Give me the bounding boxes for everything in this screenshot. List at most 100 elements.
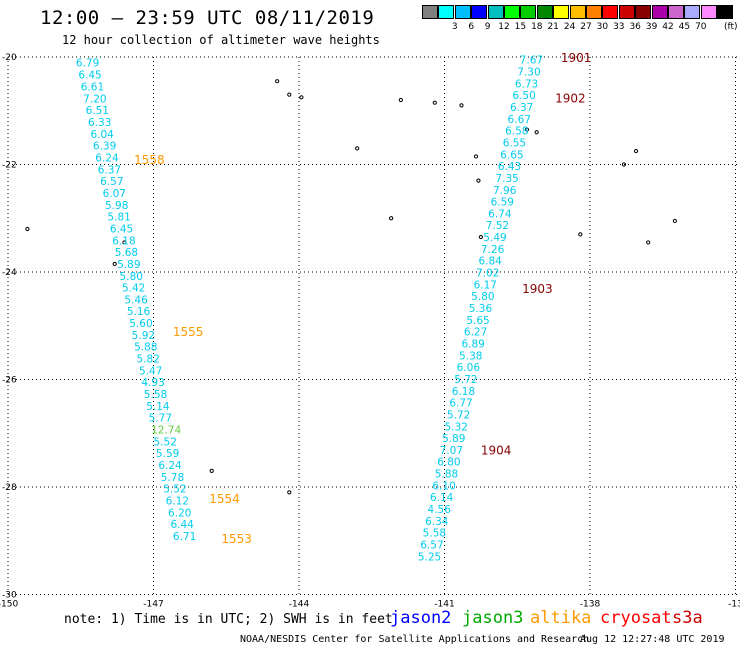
lat-tick-label: -24 (2, 268, 17, 278)
swh-reading: 5.68 (115, 247, 138, 259)
swh-reading: 5.98 (105, 200, 128, 212)
footer-note: note: 1) Time is in UTC; 2) SWH is in fe… (64, 612, 393, 627)
swh-reading: 6.12 (166, 495, 189, 507)
swh-reading: 5.60 (129, 318, 152, 330)
swh-reading: 5.47 (139, 365, 162, 377)
legend-swatch (438, 5, 455, 19)
legend-swatch (454, 5, 471, 19)
swh-reading: 6.24 (158, 460, 182, 472)
swh-reading: 5.77 (149, 413, 172, 425)
lon-tick-label: -138 (580, 600, 601, 610)
swh-reading: 7.67 (520, 55, 543, 67)
legend-label: 30 (596, 22, 609, 32)
island-marker (209, 468, 214, 473)
swh-reading: 6.58 (505, 126, 528, 138)
island-marker (398, 97, 403, 103)
pass-time-label: 1902 (555, 91, 586, 105)
swh-reading: 5.88 (435, 469, 458, 481)
legend-swatch (422, 5, 438, 19)
island-marker (287, 92, 292, 97)
island-marker (389, 216, 394, 221)
island-marker (287, 490, 292, 495)
legend-swatch (569, 5, 586, 19)
swh-reading: 5.49 (483, 232, 506, 244)
swh-reading: 6.20 (168, 507, 191, 519)
swh-reading: 5.65 (466, 315, 489, 327)
swh-reading: 6.37 (510, 102, 533, 114)
pass-time-label: 1554 (209, 492, 240, 506)
swh-reading: 6.89 (461, 338, 484, 350)
legend-swatch (651, 5, 668, 19)
swh-reading: 5.52 (163, 484, 186, 496)
swh-reading: 7.52 (486, 220, 509, 232)
swh-reading: 6.45 (78, 70, 101, 82)
swh-reading: 6.80 (437, 457, 460, 469)
swh-reading: 6.24 (95, 153, 119, 165)
legend-label: 21 (547, 22, 559, 32)
swh-reading: 6.18 (112, 235, 135, 247)
lon-tick-label: -141 (434, 600, 454, 610)
island-marker (25, 226, 30, 232)
satellite-name-altika: altika (530, 608, 592, 628)
legend-label: 39 (645, 22, 658, 32)
swh-reading: 5.92 (132, 330, 155, 342)
generated-timestamp: Aug 12 12:27:48 UTC 2019 (580, 634, 725, 645)
lat-tick-label: -20 (2, 53, 17, 63)
legend-label: 18 (531, 22, 543, 32)
swh-reading: 5.89 (442, 433, 465, 445)
swh-reading: 6.27 (464, 327, 487, 339)
pass-time-label: 1903 (522, 282, 553, 296)
swh-reading: 6.14 (430, 492, 454, 504)
pass-time-label: 1558 (134, 153, 165, 167)
island-marker (473, 154, 479, 159)
legend-swatch (684, 5, 701, 19)
satellite-name-s3a: s3a (672, 608, 703, 628)
swh-reading: 5.52 (154, 436, 177, 448)
island-marker (621, 162, 627, 167)
swh-reading: 6.57 (100, 176, 123, 188)
legend-swatch (586, 5, 602, 19)
pass-time-label: 1555 (173, 325, 204, 339)
swh-reading: 6.43 (498, 161, 521, 173)
swh-reading: 7.35 (495, 173, 518, 185)
island-marker (112, 261, 117, 267)
swh-reading: 5.42 (122, 283, 145, 295)
legend-label: 6 (468, 22, 475, 32)
swh-reading: 6.45 (110, 223, 133, 235)
swh-reading: 6.37 (98, 164, 121, 176)
legend-label: 9 (484, 22, 491, 32)
lon-tick-label: -150 (0, 600, 18, 610)
swh-reading: 6.17 (474, 279, 497, 291)
island-marker (524, 127, 530, 132)
swh-reading: 5.59 (156, 448, 179, 460)
lat-tick-label: -28 (2, 483, 17, 493)
legend-swatch (635, 5, 652, 19)
swh-reading: 5.88 (134, 342, 157, 354)
legend-label: 15 (514, 22, 527, 32)
lon-tick-label: -147 (143, 600, 163, 610)
swh-reading: 5.32 (445, 421, 468, 433)
legend-label: 12 (498, 22, 510, 32)
swh-reading: 5.89 (117, 259, 140, 271)
swh-reading: 7.20 (83, 93, 106, 105)
lat-tick-label: -26 (2, 376, 17, 386)
swh-reading: 6.07 (103, 188, 126, 200)
pass-time-label: 1904 (481, 443, 512, 457)
swh-reading: 6.50 (512, 90, 535, 102)
island-marker (578, 232, 583, 237)
credit-text: NOAA/NESDIS Center for Satellite Applica… (240, 634, 590, 645)
island-marker (476, 178, 481, 183)
swh-reading: 6.77 (449, 398, 472, 410)
island-marker (432, 100, 437, 105)
swh-reading: 5.80 (120, 271, 143, 283)
island-marker (633, 148, 639, 154)
legend-swatch (700, 5, 717, 19)
lat-tick-label: -30 (2, 591, 17, 601)
legend-swatch (668, 5, 684, 19)
island-marker (534, 130, 539, 135)
lon-tick-label: -144 (289, 600, 310, 610)
swh-reading: 6.39 (93, 141, 116, 153)
swh-reading: 5.58 (423, 528, 446, 540)
swh-reading: 5.82 (137, 354, 160, 366)
